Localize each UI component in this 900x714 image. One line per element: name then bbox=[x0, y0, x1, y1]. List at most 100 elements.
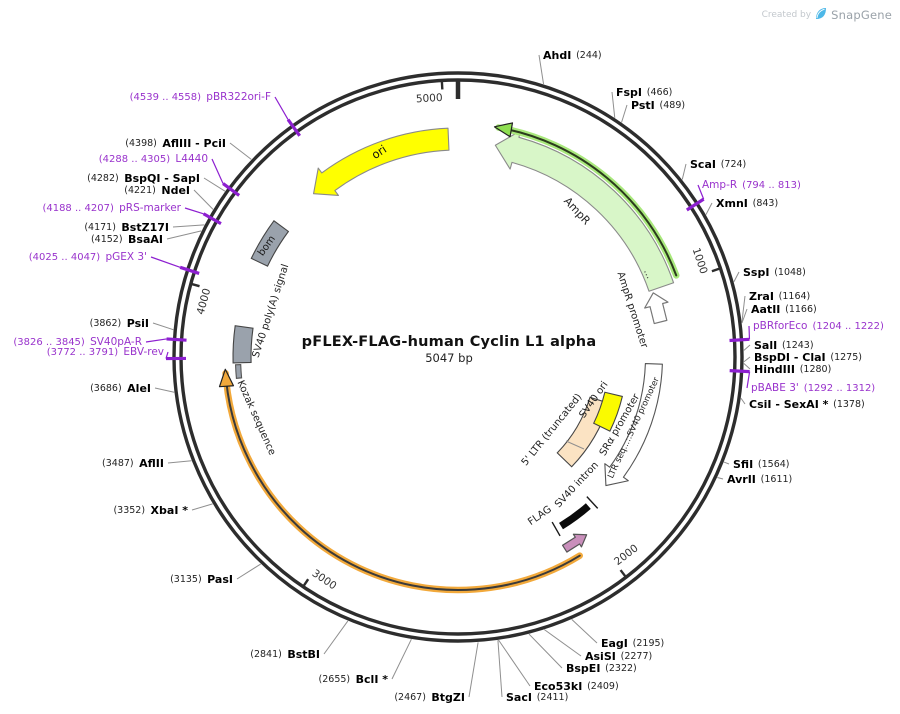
callout-line-avrii bbox=[717, 476, 724, 480]
feature-sv40ori-block bbox=[592, 391, 623, 432]
axis-tick-1000 bbox=[711, 267, 720, 273]
enzyme-label-xbai: (3352) XbaI * bbox=[113, 504, 188, 517]
enzyme-label-scai: ScaI (724) bbox=[690, 158, 746, 171]
callout-line-eco53ki bbox=[498, 639, 531, 687]
callout-line-xbai bbox=[191, 503, 213, 511]
feature-sv40-intron-bar-cap-0 bbox=[586, 496, 599, 509]
callout-line-amp-r bbox=[697, 184, 705, 200]
callout-line-bstbi bbox=[323, 620, 349, 655]
enzyme-label-ndei: (4221) NdeI bbox=[124, 184, 190, 197]
callout-line-eagi bbox=[571, 619, 598, 644]
axis-tick-2000 bbox=[619, 569, 627, 578]
callout-line-pasi bbox=[236, 563, 261, 580]
callout-line-sv40pa-r bbox=[145, 338, 167, 343]
feature-ori-arrow bbox=[313, 127, 450, 196]
callout-line-ahdi bbox=[538, 54, 545, 85]
enzyme-label-eco53ki: Eco53kI (2409) bbox=[534, 680, 619, 693]
callout-line-bspei bbox=[528, 633, 563, 669]
callout-line-prs-marker bbox=[184, 207, 204, 215]
axis-tick-label-4000: 4000 bbox=[195, 287, 214, 316]
interior-label-flag: FLAG bbox=[526, 504, 554, 528]
primer-tick-prs-marker bbox=[202, 212, 222, 225]
callout-line-pgex-3 bbox=[150, 256, 181, 268]
enzyme-label-sali: SalI (1243) bbox=[754, 339, 814, 352]
callout-line-sspi bbox=[733, 271, 740, 283]
enzyme-label-alei: (3686) AleI bbox=[90, 382, 151, 395]
snapgene-credit: Created by SnapGene bbox=[762, 5, 892, 24]
callout-line-ebv-rev bbox=[165, 351, 169, 359]
callout-line-scai bbox=[681, 163, 687, 180]
plasmid-title: pFLEX-FLAG-human Cyclin L1 alpha bbox=[301, 334, 597, 350]
enzyme-label-bstbi: (2841) BstBI bbox=[250, 648, 320, 661]
feature-flag-arrow bbox=[561, 533, 588, 553]
callout-line-aatii bbox=[741, 308, 748, 324]
axis-tick-label-2000: 2000 bbox=[612, 542, 641, 568]
enzyme-label-hindiii: HindIII (1280) bbox=[754, 363, 831, 376]
interior-label-: ... bbox=[641, 267, 655, 280]
callout-line-sali bbox=[743, 344, 751, 351]
callout-line-alei bbox=[154, 387, 175, 393]
feature-ampr-cds-line-core bbox=[497, 126, 678, 277]
feature-ampr-cds-line-head bbox=[493, 122, 514, 138]
primer-tick-pbrforeco bbox=[729, 337, 750, 343]
enzyme-label-ahdi: AhdI (244) bbox=[543, 49, 602, 62]
callout-line-bstz17i bbox=[172, 224, 205, 228]
interior-label-ori: ori bbox=[369, 142, 389, 162]
enzyme-label-afliii-pcii: (4398) AflIII - PciI bbox=[125, 137, 226, 150]
enzyme-label-pasi: (3135) PasI bbox=[170, 573, 233, 586]
primer-label-pgex-3: (4025 .. 4047) pGEX 3' bbox=[29, 251, 147, 263]
enzyme-label-csii-sexai: CsiI - SexAI * (1378) bbox=[749, 398, 865, 411]
callout-line-ndei bbox=[193, 189, 214, 210]
callout-line-psti bbox=[621, 104, 628, 123]
feature-cyclin-cds-line-glow bbox=[222, 370, 583, 594]
enzyme-label-avrii: AvrII (1611) bbox=[727, 473, 792, 486]
feature-cyclin-cds-line-core bbox=[224, 372, 581, 591]
enzyme-label-xmni: XmnI (843) bbox=[716, 197, 778, 210]
enzyme-label-zrai: ZraI (1164) bbox=[749, 290, 810, 303]
feature-ampr-promoter-arrow bbox=[644, 292, 669, 325]
enzyme-label-aatii: AatII (1166) bbox=[751, 303, 817, 316]
feature-sv40-polya-box bbox=[232, 325, 254, 364]
callout-line-bcli bbox=[391, 638, 412, 680]
axis-tick-label-1000: 1000 bbox=[690, 246, 710, 275]
primer-label-ebv-rev: (3772 .. 3791) EBV-rev bbox=[47, 346, 164, 358]
created-by-text: Created by bbox=[761, 9, 812, 20]
feature-sv40-intron-bar-cap-1 bbox=[551, 521, 561, 537]
axis-tick-label-5000: 5000 bbox=[416, 92, 443, 106]
enzyme-label-bspqi-sapi: (4282) BspQI - SapI bbox=[87, 172, 200, 185]
callout-line-btgzi bbox=[468, 642, 479, 698]
primer-tick-pgex-3 bbox=[179, 265, 200, 275]
primer-label-l4440: (4288 .. 4305) L4440 bbox=[99, 153, 208, 165]
callout-line-pbabe-3 bbox=[746, 371, 751, 389]
enzyme-label-bsaai: (4152) BsaAI bbox=[91, 233, 163, 246]
enzyme-label-sfii: SfiI (1564) bbox=[733, 458, 790, 471]
snapgene-logo-icon bbox=[815, 5, 827, 24]
callout-line-bspdi-clai bbox=[743, 356, 751, 363]
feature-ltr-sv40-promoter-arrow bbox=[604, 362, 663, 487]
interior-label-sv40-intron: SV40 intron bbox=[553, 460, 601, 510]
enzyme-label-bspdi-clai: BspDI - ClaI (1275) bbox=[754, 351, 862, 364]
enzyme-label-btgzi: (2467) BtgZI bbox=[394, 691, 465, 704]
interior-pointer-line-0 bbox=[565, 440, 585, 450]
feature-ampr-band bbox=[494, 130, 675, 292]
axis-tick-label-3000: 3000 bbox=[310, 567, 339, 592]
primer-tick-pbr322ori-f bbox=[286, 118, 301, 137]
enzyme-label-sspi: SspI (1048) bbox=[743, 266, 806, 279]
enzyme-label-asisi: AsiSI (2277) bbox=[585, 650, 652, 663]
enzyme-label-aflii: (3487) AflII bbox=[102, 457, 164, 470]
interior-label-sv40-poly-a-signal: SV40 poly(A) signal bbox=[251, 263, 292, 359]
primer-tick-pbabe-3 bbox=[729, 369, 750, 374]
callout-line-sfii bbox=[723, 461, 730, 465]
callout-line-zrai bbox=[741, 295, 746, 323]
primer-label-pbabe-3: pBABE 3' (1292 .. 1312) bbox=[751, 382, 875, 394]
feature-bom-box bbox=[250, 220, 290, 267]
callout-line-pbr322ori-f bbox=[274, 96, 289, 120]
callout-line-l4440 bbox=[211, 158, 224, 184]
feature-cyclin-cds-line-head bbox=[218, 368, 235, 388]
enzyme-label-bcli: (2655) BclI * bbox=[319, 673, 389, 686]
interior-label-ampr-promoter: AmpR promoter bbox=[614, 271, 649, 351]
primer-tick-l4440 bbox=[222, 182, 241, 197]
primer-label-prs-marker: (4188 .. 4207) pRS-marker bbox=[42, 202, 181, 214]
feature-sv40-intron-bar bbox=[559, 503, 591, 530]
